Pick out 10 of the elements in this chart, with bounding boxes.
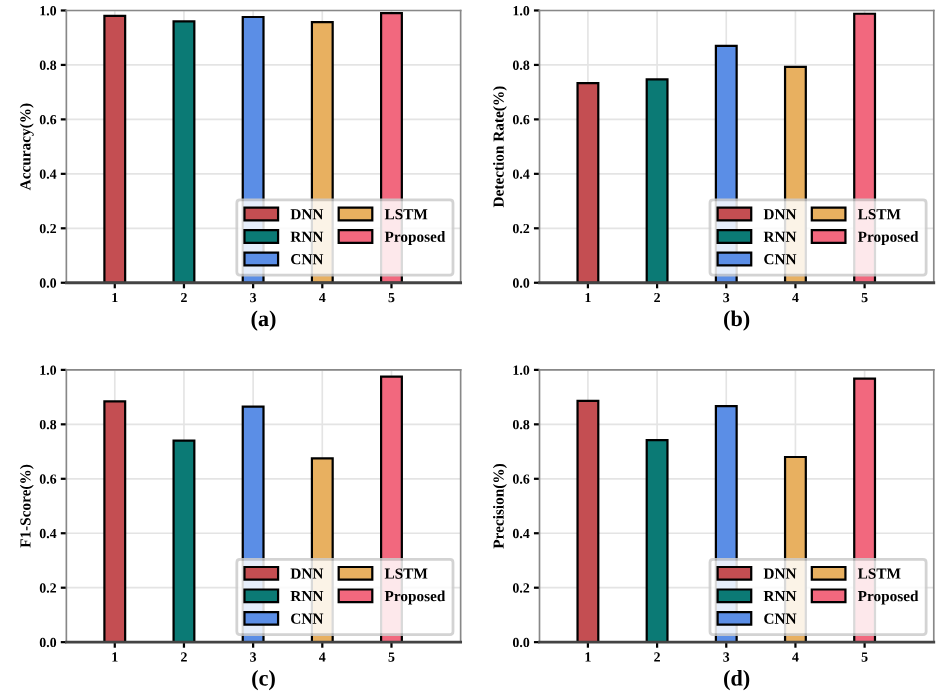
bar bbox=[645, 78, 669, 283]
bar bbox=[576, 399, 600, 643]
x-axis-title: (a) bbox=[251, 310, 276, 331]
x-axis-title: (d) bbox=[724, 670, 750, 691]
bar bbox=[645, 439, 669, 643]
x-axis-title: (c) bbox=[252, 670, 275, 691]
x-axis-title: (b) bbox=[724, 310, 750, 331]
bar bbox=[172, 439, 196, 643]
bar bbox=[576, 82, 600, 283]
bar bbox=[103, 400, 127, 643]
